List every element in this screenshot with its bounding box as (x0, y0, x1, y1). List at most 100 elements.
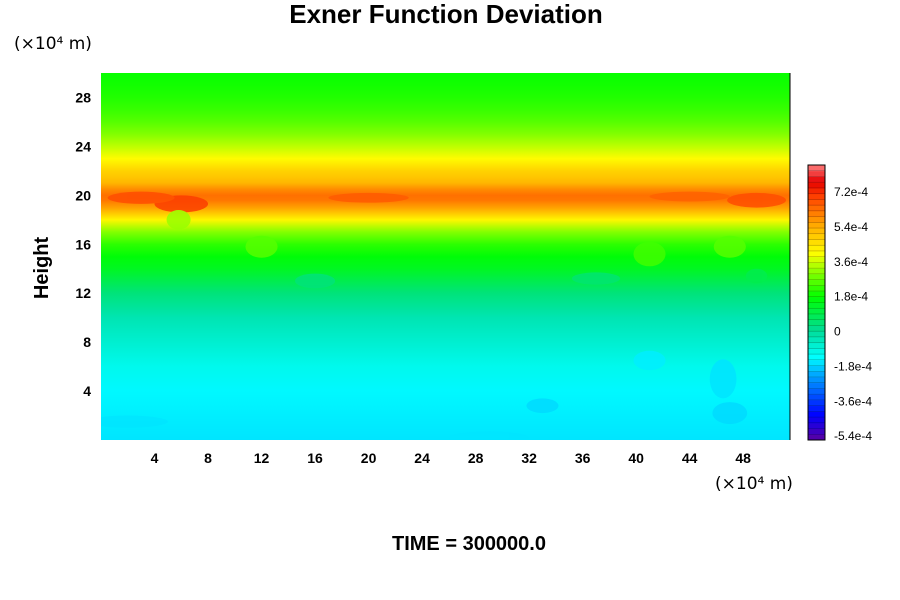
y-tick-label: 24 (75, 138, 91, 154)
colorbar-tick-label: -5.4e-4 (834, 429, 872, 443)
contour-feature (101, 415, 168, 428)
y-axis-label: Height (31, 237, 53, 300)
contour-feature (107, 191, 175, 204)
colorbar-segment (808, 336, 825, 344)
y-tick-label: 12 (75, 285, 91, 301)
colorbar-segment (808, 222, 825, 229)
colorbar-tick-label: -3.6e-4 (834, 394, 872, 408)
colorbar-tick-label: 3.6e-4 (834, 255, 868, 269)
x-tick-label: 20 (361, 450, 377, 466)
colorbar-segment (808, 359, 825, 367)
colorbar-segment (808, 199, 825, 206)
colorbar-segment (808, 250, 825, 258)
colorbar-segment (808, 279, 825, 286)
colorbar-segment (808, 348, 825, 355)
colorbar-segment (808, 302, 825, 309)
contour-feature (166, 210, 191, 230)
colorbar-segment (808, 342, 825, 349)
contour-feature (709, 359, 737, 399)
colorbar-segment (808, 417, 825, 424)
colorbar-segment (808, 382, 825, 389)
colorbar-segment (808, 394, 825, 401)
colorbar-segment (808, 371, 825, 378)
colorbar-segment (808, 388, 825, 395)
colorbar-tick-label: 7.2e-4 (834, 185, 868, 199)
colorbar-segment (808, 170, 825, 177)
contour-feature (633, 350, 666, 371)
colorbar: 7.2e-4 5.4e-4 3.6e-4 1.8e-4 0 -1.8e-4 -3.6e-4 -… (807, 164, 872, 443)
colorbar-segment (808, 434, 825, 441)
time-label: TIME = 300000.0 (392, 533, 546, 555)
colorbar-segment (808, 331, 825, 338)
contour-feature (649, 191, 730, 202)
colorbar-segment (808, 285, 825, 292)
colorbar-segment (808, 245, 825, 252)
contour-feature (571, 272, 621, 285)
y-tick-label: 16 (75, 236, 91, 252)
colorbar-segment (808, 176, 825, 183)
x-tick-label: 12 (254, 450, 270, 466)
x-tick-label: 40 (628, 450, 644, 466)
contour-feature (245, 235, 278, 258)
colorbar-segment (808, 187, 825, 195)
x-tick-label: 48 (735, 450, 751, 466)
colorbar-segment (808, 268, 825, 275)
colorbar-segment (808, 313, 825, 321)
colorbar-segment (808, 308, 825, 315)
colorbar-segment (808, 256, 825, 263)
colorbar-segment (808, 399, 825, 407)
y-tick-label: 28 (75, 89, 91, 105)
colorbar-segment (808, 273, 825, 281)
contour-feature (727, 192, 786, 208)
contour-feature (713, 235, 746, 258)
x-tick-label: 4 (151, 450, 159, 466)
x-tick-label: 8 (204, 450, 212, 466)
contour-feature (745, 268, 768, 284)
colorbar-segment (808, 182, 825, 189)
colorbar-segment (808, 428, 825, 435)
x-tick-label: 32 (521, 450, 537, 466)
colorbar-tick-label: 5.4e-4 (834, 220, 868, 234)
colorbar-segment (808, 228, 825, 235)
x-tick-label: 24 (414, 450, 430, 466)
y-axis-unit: (×10⁴ m) (14, 34, 92, 54)
contour-feature (712, 402, 748, 425)
colorbar-segment (808, 365, 825, 372)
colorbar-segment (808, 376, 825, 384)
colorbar-segment (808, 239, 825, 246)
colorbar-segment (808, 405, 825, 412)
colorbar-segment (808, 291, 825, 298)
colorbar-tick-label: 1.8e-4 (834, 290, 868, 304)
colorbar-segment (808, 210, 825, 218)
y-axis-ticks: 4 8 12 16 20 24 28 (75, 89, 91, 399)
x-tick-label: 36 (575, 450, 591, 466)
colorbar-segment (808, 411, 825, 418)
colorbar-tick-label: 0 (834, 325, 841, 339)
contour-feature (526, 398, 559, 414)
colorbar-segment (808, 165, 825, 172)
contour-feature (448, 431, 530, 440)
colorbar-segment (808, 325, 825, 332)
colorbar-tick-label: -1.8e-4 (834, 359, 872, 373)
x-tick-label: 16 (307, 450, 323, 466)
contour-fill (101, 73, 790, 440)
x-tick-label: 28 (468, 450, 484, 466)
colorbar-segment (808, 354, 825, 361)
x-tick-label: 44 (682, 450, 698, 466)
colorbar-segment (808, 205, 825, 212)
colorbar-border (807, 164, 826, 441)
plot-area (101, 73, 790, 440)
y-tick-label: 20 (75, 187, 91, 203)
colorbar-segment (808, 216, 825, 223)
colorbar-segment (808, 262, 825, 269)
colorbar-segment (808, 296, 825, 303)
contour-feature (294, 273, 336, 289)
contour-feature (633, 241, 666, 267)
colorbar-segment (808, 422, 825, 430)
colorbar-segment (808, 193, 825, 200)
x-axis-unit: (×10⁴ m) (715, 474, 793, 494)
colorbar-segment (808, 319, 825, 326)
x-axis-ticks: 4 8 12 16 20 24 28 32 36 40 44 48 (151, 450, 752, 466)
y-tick-label: 4 (83, 383, 91, 399)
